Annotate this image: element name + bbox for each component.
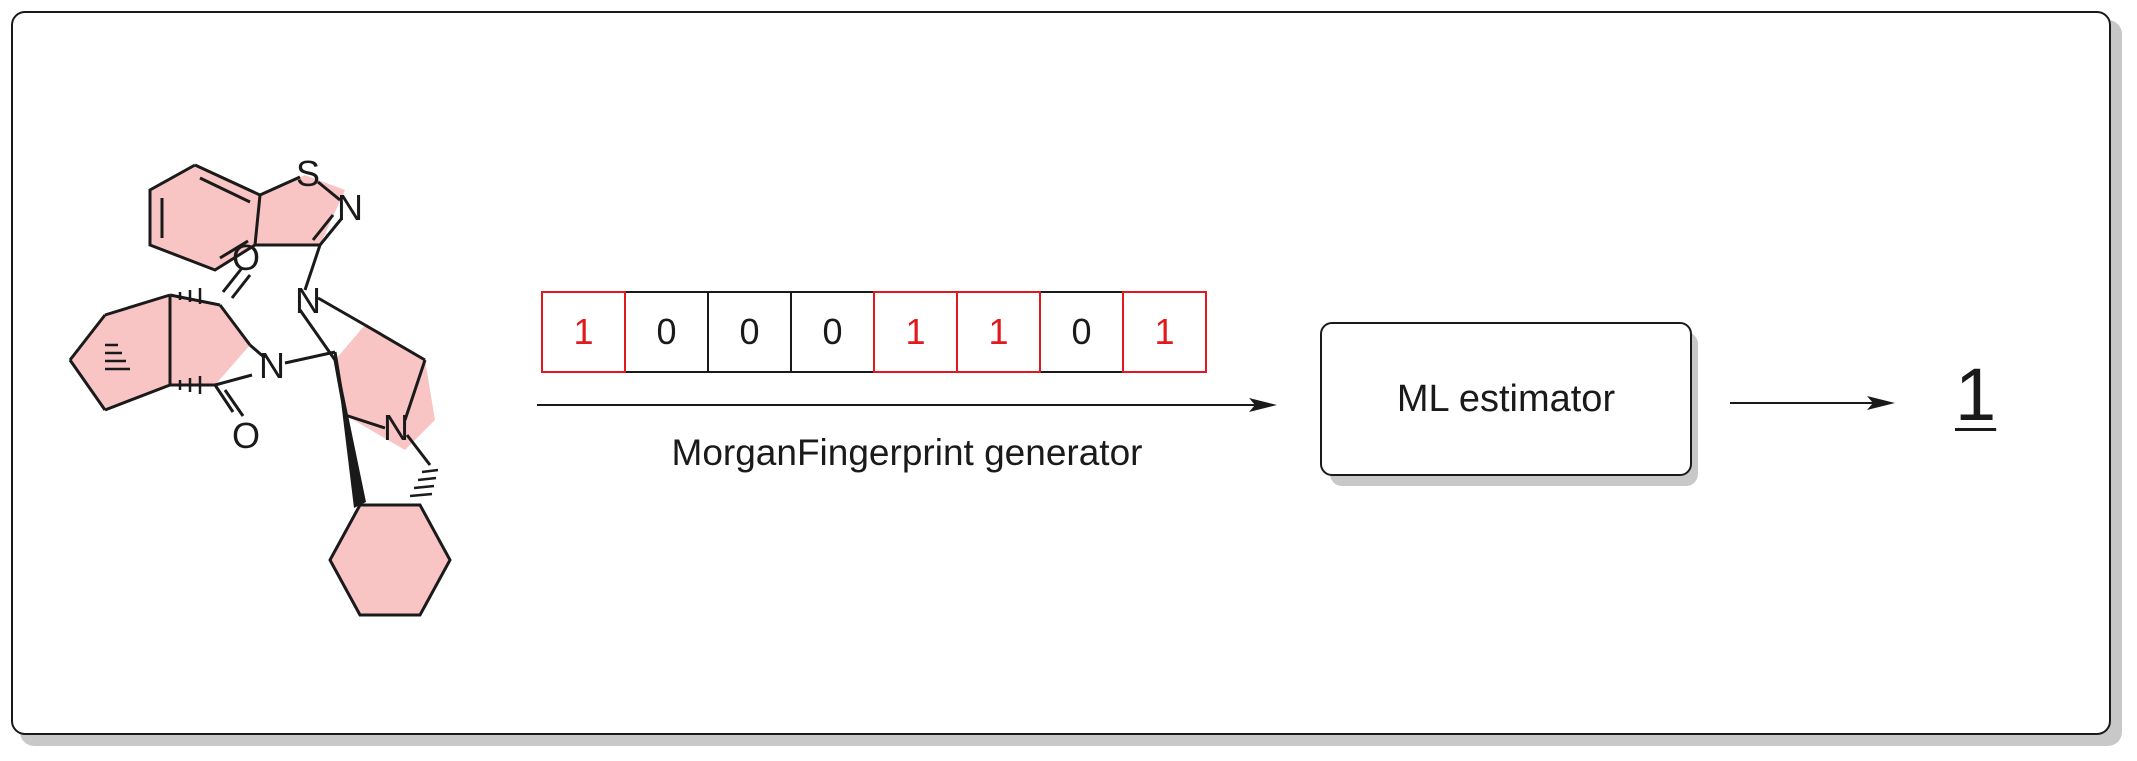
fingerprint-bit: 0 — [707, 291, 792, 373]
generator-label: MorganFingerprint generator — [671, 432, 1143, 473]
generator-arrow — [537, 398, 1277, 412]
fingerprint-bit: 1 — [1122, 291, 1207, 373]
atom-label-s: S — [296, 153, 320, 194]
fingerprint-bit: 0 — [790, 291, 875, 373]
atom-label-n-isothiazole: N — [337, 187, 363, 228]
fingerprint-bit: 1 — [873, 291, 958, 373]
output-arrow — [1730, 396, 1895, 410]
output-prediction: 1 — [1955, 353, 1997, 436]
fingerprint-bit: 1 — [956, 291, 1041, 373]
ml-estimator-label: ML estimator — [1396, 377, 1616, 420]
atom-label-o-bottom: O — [232, 415, 260, 456]
fingerprint-bit: 1 — [541, 291, 626, 373]
fingerprint-bit: 0 — [1039, 291, 1124, 373]
atom-label-n-piperazine-bottom: N — [383, 407, 409, 448]
ml-estimator-box: ML estimator — [1320, 322, 1692, 476]
atom-label-n-imide: N — [259, 345, 285, 386]
atom-label-n-piperazine-top: N — [295, 280, 321, 321]
molecule-structure: S N N N O N O — [68, 153, 452, 617]
fingerprint-vector: 1 0 0 0 1 1 0 1 — [541, 291, 1207, 373]
atom-label-o-top: O — [232, 237, 260, 278]
fingerprint-bit: 0 — [624, 291, 709, 373]
